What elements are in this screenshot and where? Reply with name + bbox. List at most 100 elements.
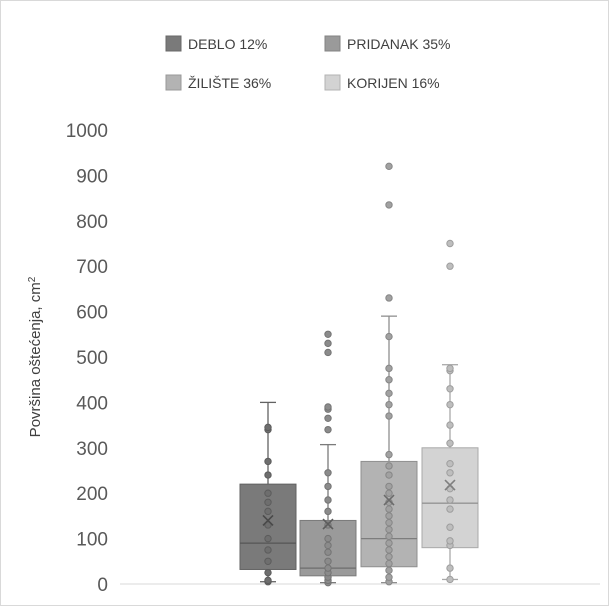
data-point	[446, 537, 454, 545]
data-point	[264, 423, 272, 432]
data-point	[324, 541, 332, 550]
y-tick-label: 600	[76, 303, 108, 324]
data-point	[385, 489, 393, 497]
data-point	[264, 521, 272, 529]
data-point	[446, 459, 454, 468]
data-point	[324, 403, 332, 411]
legend-swatch	[165, 74, 182, 91]
mean-marker	[262, 514, 274, 527]
legend-label: ŽILIŠTE 36%	[188, 75, 271, 91]
legend-swatch	[324, 35, 341, 52]
data-point	[385, 525, 393, 534]
legend-label: PRIDANAK 35%	[347, 36, 450, 52]
data-point	[446, 439, 454, 447]
y-axis: 0 100 200 300 400 500 600 700 800 900 1000	[66, 121, 108, 596]
data-point	[324, 482, 332, 491]
y-tick-label: 700	[76, 257, 108, 278]
data-point	[446, 564, 454, 572]
data-point	[264, 568, 272, 577]
data-point	[446, 575, 454, 584]
mean-marker	[383, 494, 395, 506]
y-tick-label: 100	[76, 530, 108, 551]
data-point	[324, 330, 332, 338]
y-tick-label: 500	[76, 348, 108, 369]
y-tick-label: 900	[76, 166, 108, 187]
data-point	[385, 471, 393, 479]
box-series	[421, 239, 479, 584]
plot-area	[120, 162, 600, 587]
data-point	[385, 519, 393, 527]
data-point	[385, 294, 393, 302]
data-point	[324, 425, 332, 434]
data-point	[385, 462, 393, 470]
data-point	[264, 546, 272, 554]
data-point	[264, 507, 272, 516]
y-tick-label: 0	[97, 575, 108, 596]
data-point	[264, 457, 272, 466]
legend-swatch	[165, 35, 182, 52]
data-point	[264, 498, 272, 506]
box-series	[299, 330, 357, 587]
data-point	[385, 553, 393, 561]
data-point	[446, 364, 454, 373]
data-point	[385, 364, 393, 373]
data-point	[446, 239, 454, 248]
data-point	[385, 482, 393, 491]
y-tick-label: 1000	[66, 121, 108, 142]
data-point	[446, 421, 454, 429]
data-point	[385, 573, 393, 581]
data-point	[264, 471, 272, 479]
y-tick-label: 800	[76, 212, 108, 233]
data-point	[385, 201, 393, 209]
data-point	[446, 385, 454, 393]
data-point	[385, 512, 393, 520]
data-point	[385, 566, 393, 575]
y-tick-label: 200	[76, 484, 108, 505]
data-point	[385, 400, 393, 409]
legend: DEBLO 12% PRIDANAK 35% ŽILIŠTE 36% KORIJEN …	[165, 35, 450, 91]
data-point	[324, 564, 332, 572]
data-point	[324, 507, 332, 516]
data-point	[385, 546, 393, 554]
data-point	[385, 539, 393, 547]
data-point	[446, 496, 454, 504]
box-series	[239, 401, 297, 586]
data-point	[264, 489, 272, 497]
data-point	[324, 548, 332, 556]
box-series	[360, 162, 418, 586]
y-tick-label: 300	[76, 439, 108, 460]
data-point	[385, 559, 393, 568]
data-point	[324, 557, 332, 565]
data-point	[385, 332, 393, 341]
data-point	[324, 339, 332, 348]
data-point	[324, 496, 332, 504]
data-point	[446, 505, 454, 513]
data-point	[446, 469, 454, 477]
data-point	[324, 414, 332, 422]
mean-marker	[322, 518, 334, 530]
data-point	[446, 262, 454, 270]
data-point	[264, 576, 272, 585]
mean-marker	[444, 479, 456, 491]
data-point	[446, 523, 454, 531]
data-point	[385, 412, 393, 420]
legend-swatch	[324, 74, 341, 91]
data-point	[385, 376, 393, 384]
data-point	[324, 348, 332, 357]
data-point	[446, 400, 454, 409]
data-point	[385, 450, 393, 459]
data-point	[385, 389, 393, 398]
data-point	[324, 469, 332, 477]
data-point	[264, 557, 272, 565]
data-point	[385, 162, 393, 171]
legend-label: DEBLO 12%	[188, 36, 267, 52]
legend-label: KORIJEN 16%	[347, 75, 440, 91]
data-point	[385, 532, 393, 541]
y-axis-label-group: Površina oštećenja, cm2	[27, 276, 45, 437]
data-point	[385, 505, 393, 513]
y-axis-label: Površina oštećenja, cm2	[27, 276, 45, 437]
data-point	[324, 534, 332, 543]
data-point	[264, 534, 272, 543]
